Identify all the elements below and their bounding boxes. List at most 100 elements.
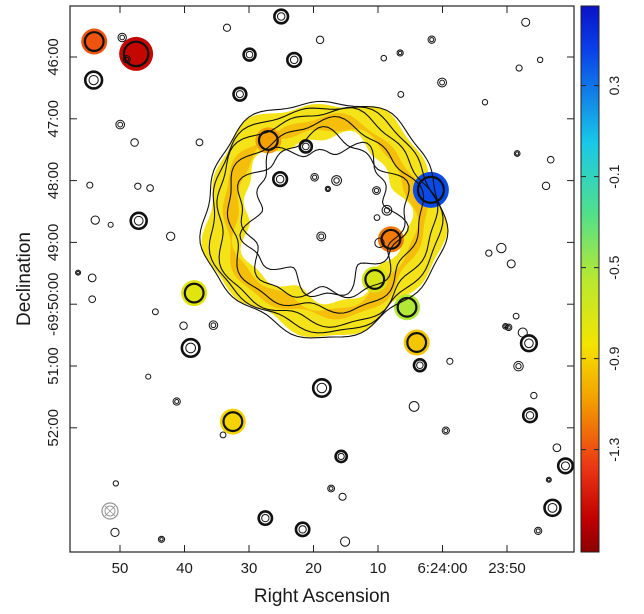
y-tick-label: 51:00 [45,347,62,385]
source-contour [513,360,524,372]
source-contour [157,535,166,543]
y-tick-label: -69:50:00 [45,273,62,336]
source-contour [372,186,381,195]
y-axis-title: Declination [14,232,35,326]
source-contour [315,35,325,45]
source-contour [337,452,345,461]
source-contour [172,397,181,406]
source-contour [545,476,552,483]
source-contour [496,242,507,254]
source-contour [373,187,380,194]
source-contour [115,119,126,130]
source-contour [222,23,232,32]
source-contour [310,172,319,182]
source-contour [502,322,509,330]
source-contour [76,270,80,275]
source-contour [427,35,436,44]
source-contour [124,56,130,62]
x-tick-label: 6:24:00 [417,560,467,577]
source-contour [521,17,531,27]
source-contour [397,50,403,56]
plot-frame [69,5,575,553]
source-contour [275,174,285,184]
source-contour [129,211,148,231]
source-contour [513,150,521,157]
source-contour [316,231,327,242]
source-contour [327,484,336,493]
source-contour [180,337,201,359]
colorbar-tick-label: -0.1 [606,164,622,188]
source-contour [519,334,539,353]
source-contour [556,457,574,475]
source-contour [134,182,142,190]
plot-area [75,8,574,547]
colorbar-tick-label: -0.5 [606,255,622,279]
source-contour [88,74,99,86]
source-contour [311,378,332,398]
source-contour [122,55,131,64]
source-contour [122,40,150,68]
x-tick-label: 40 [176,560,193,577]
source-contour [521,407,539,424]
source-contour [179,321,188,330]
source-contour [112,480,119,487]
source-contour [276,12,286,21]
source-contour [524,338,534,349]
source-contour [396,49,404,57]
source-contour [547,502,558,513]
source-contour [151,308,159,316]
ring-contour [237,125,410,299]
source-contour [437,77,448,88]
source-contour [232,86,248,102]
source-contour [159,537,164,542]
source-contour [441,426,450,435]
source-contour [541,181,551,191]
source-contour [245,50,254,59]
x-tick-label: 10 [370,560,387,577]
source-contour [380,228,402,250]
ring-contour [239,141,409,298]
source-contour [83,31,105,53]
y-tick-label: 48:00 [45,162,62,200]
source-contour [338,492,347,501]
source-contour [439,79,446,86]
ring-contour [216,107,439,328]
source-contour [257,510,274,527]
source-contour [416,175,445,204]
source-contour [546,477,551,482]
source-contour [481,99,489,106]
source-contour [301,142,310,151]
source-contour [183,282,205,304]
source-contour [133,215,144,226]
source-contour [334,449,349,464]
source-contour [515,64,523,72]
source-contour [406,332,428,353]
colorbar-tick-label: -0.9 [606,346,622,370]
spectral-index-blobs [81,28,449,435]
source-contour [119,34,126,41]
source-contour [506,259,516,269]
source-contour [536,56,544,64]
source-contour [535,528,541,534]
colorbar-ticks: 0.3 -0.1 -0.5 -0.9 -1.3 [581,76,622,462]
x-tick-label: 23:50 [488,560,526,577]
source-contour [383,207,391,214]
source-contour [396,296,418,318]
source-contour [316,382,328,394]
source-contour [88,295,97,304]
source-contour [174,399,180,405]
source-contour [504,323,513,332]
source-contour [273,8,290,25]
source-contour [443,428,449,434]
source-contour [298,139,314,154]
y-tick-label: 52:00 [45,409,62,447]
source-contour [530,391,538,400]
colorbar: 0.3 -0.1 -0.5 -0.9 -1.3 [580,5,622,553]
source-contour [525,411,535,420]
source-contour [286,51,303,68]
x-tick-label: 30 [241,560,258,577]
source-contour [416,361,424,370]
x-tick-label: 50 [112,560,129,577]
source-contour [429,37,435,43]
source-contour [373,214,381,221]
